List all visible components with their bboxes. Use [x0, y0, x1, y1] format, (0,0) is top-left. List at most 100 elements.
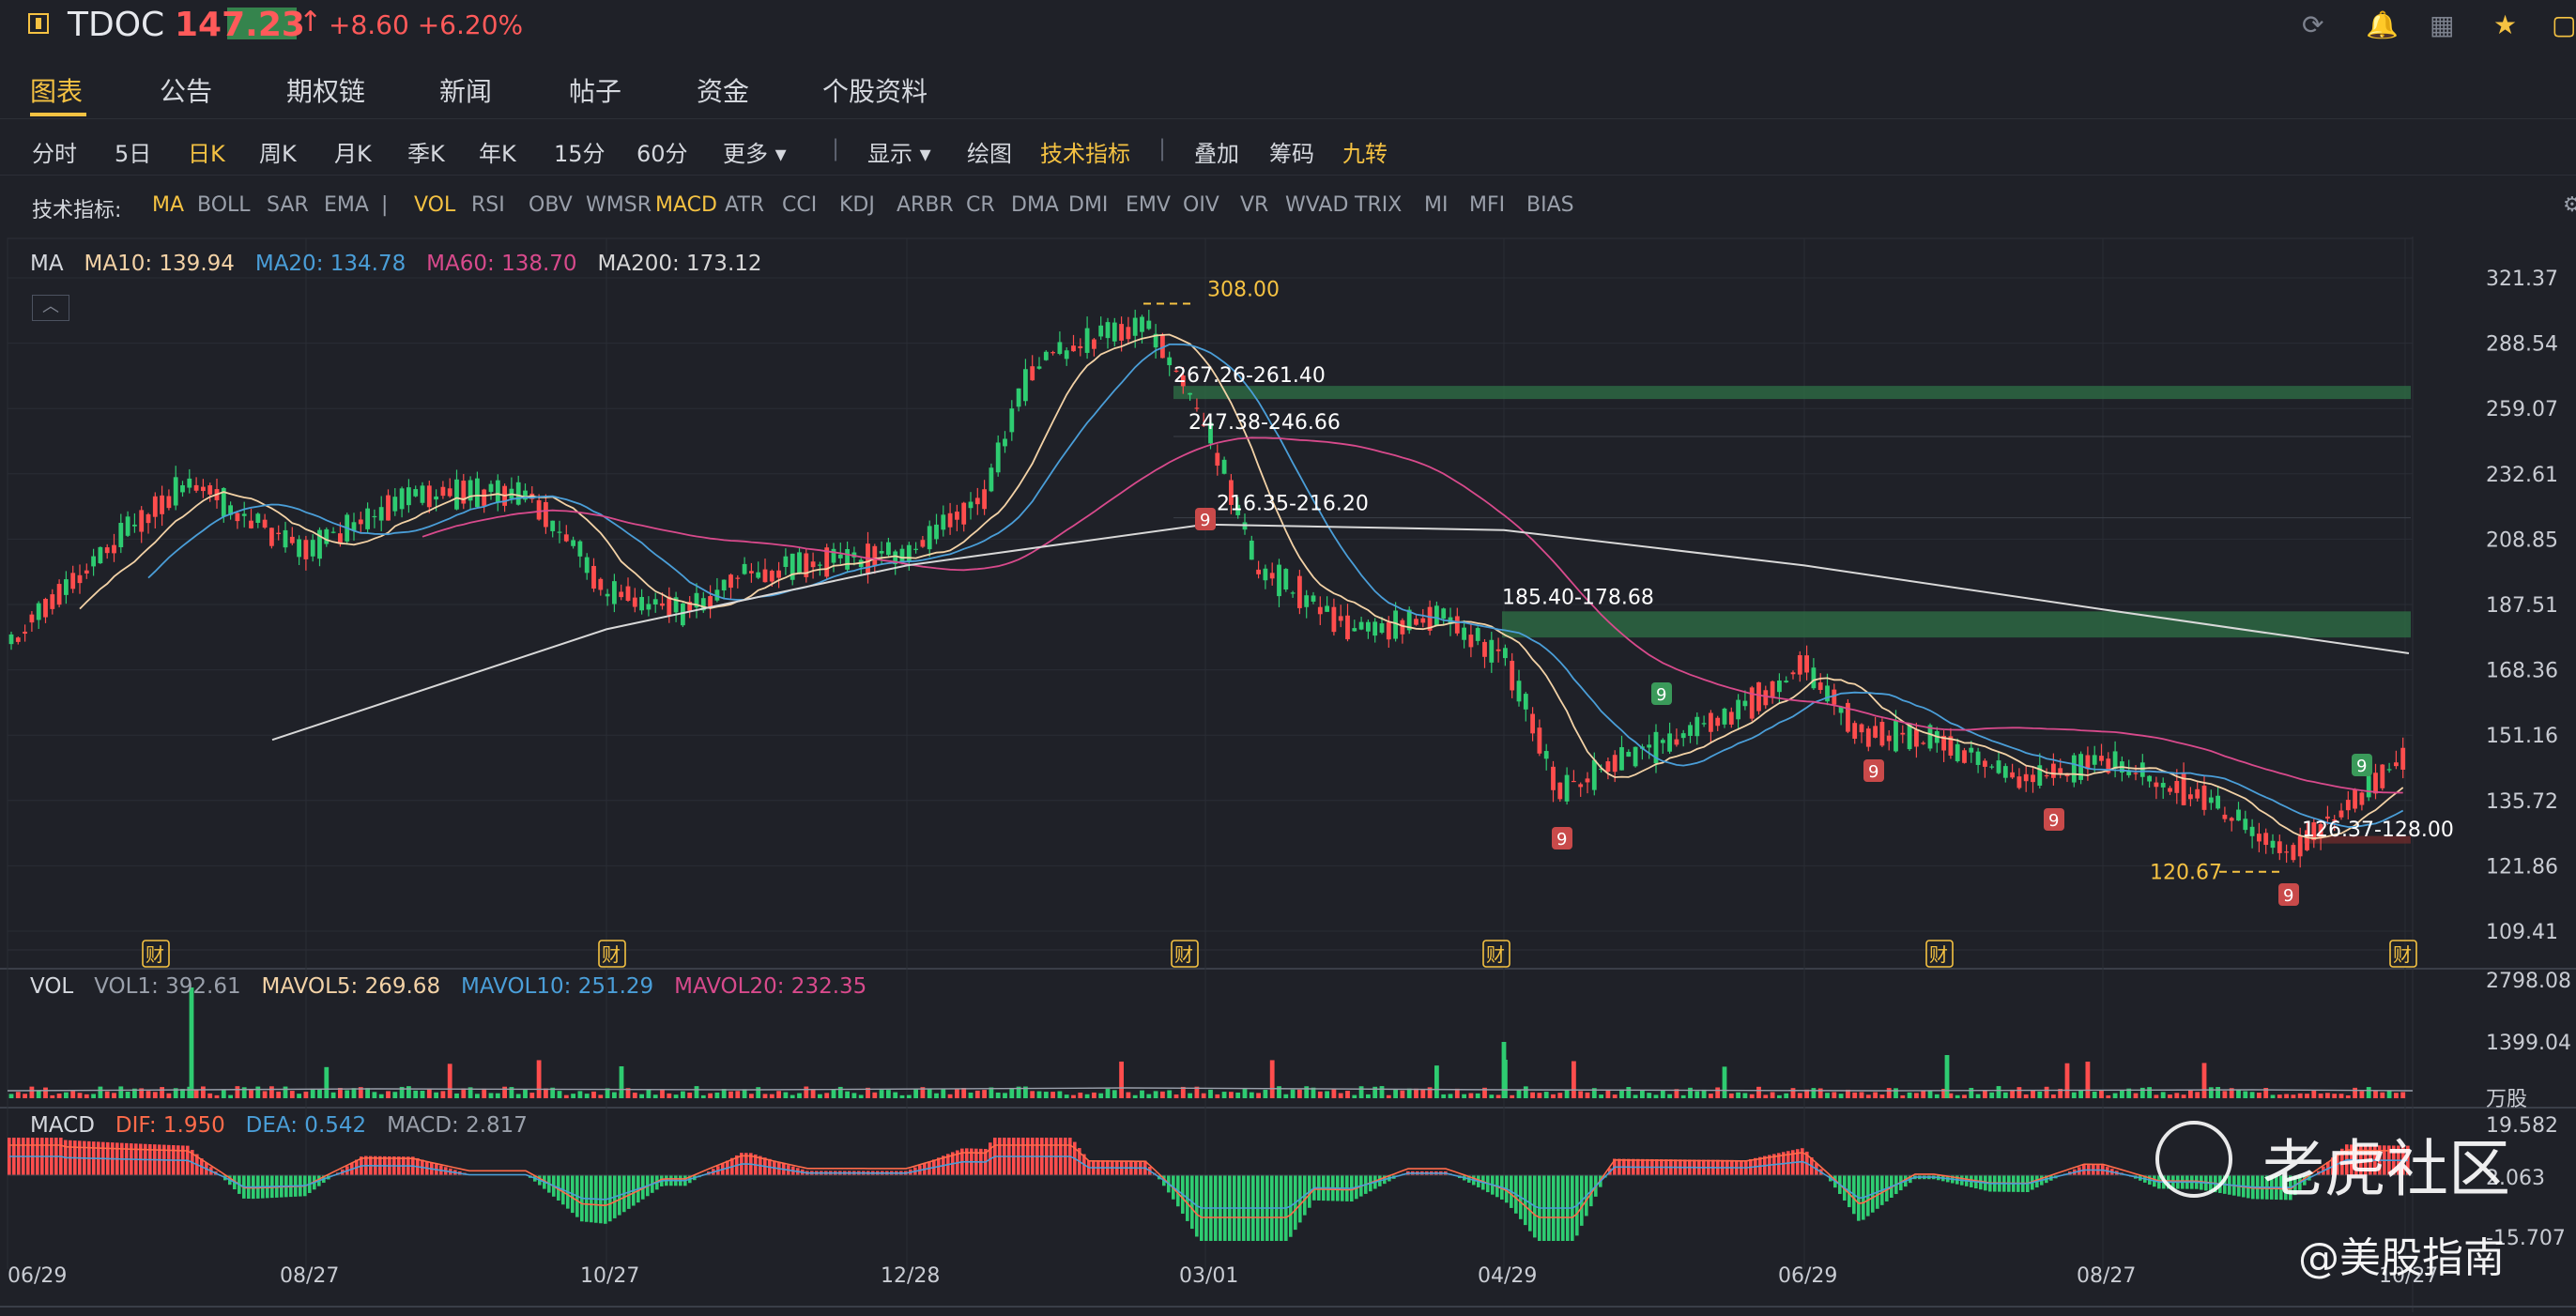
refresh-icon[interactable]: ⟳	[2302, 9, 2323, 40]
volume-bar	[811, 1089, 816, 1098]
volume-bar	[1441, 1094, 1446, 1098]
collapse-chevron-icon[interactable]: ︿	[32, 295, 69, 321]
indicator-dma[interactable]: DMA	[1011, 193, 1059, 217]
volume-bar	[1229, 1092, 1234, 1098]
indicator-trix[interactable]: TRIX	[1355, 193, 1402, 217]
indicator-atr[interactable]: ATR	[725, 193, 764, 217]
bell-icon[interactable]: 🔔	[2366, 9, 2399, 40]
tab-news[interactable]: 新闻	[439, 71, 492, 109]
volume-bar	[297, 1094, 301, 1098]
indicator-cr[interactable]: CR	[966, 193, 995, 217]
overlay-button[interactable]: 叠加	[1194, 135, 1239, 168]
volume-bar	[537, 1060, 542, 1098]
price-tick-label: 288.54	[2486, 333, 2558, 357]
candle-body	[1283, 569, 1288, 589]
td-nine-button[interactable]: 九转	[1342, 135, 1388, 168]
indicator-bias[interactable]: BIAS	[1526, 193, 1574, 217]
tab-announcements[interactable]: 公告	[160, 71, 212, 109]
tab-profile[interactable]: 个股资料	[822, 71, 928, 109]
volume-bar	[1818, 1089, 1823, 1098]
volume-bar	[1098, 1094, 1103, 1098]
indicator-dmi[interactable]: DMI	[1068, 193, 1108, 217]
indicator-obv[interactable]: OBV	[529, 193, 573, 217]
volume-bar	[639, 1094, 644, 1098]
star-icon[interactable]: ★	[2493, 9, 2517, 40]
candle-body	[2195, 789, 2200, 799]
top-bar: TDOC 147.23 ↑ +8.60 +6.20% ⟳ 🔔 ▦ ★ ▢	[0, 0, 2576, 49]
candle-body	[174, 477, 178, 505]
indicator-cci[interactable]: CCI	[782, 193, 817, 217]
volume-bar	[1771, 1092, 1775, 1098]
period-60min[interactable]: 60分	[636, 135, 688, 168]
indicator-wmsr[interactable]: WMSR	[586, 193, 652, 217]
volume-bar	[146, 1091, 151, 1098]
tab-options-chain[interactable]: 期权链	[286, 71, 365, 109]
indicator-oiv[interactable]: OIV	[1183, 193, 1219, 217]
volume-bar	[1517, 1090, 1522, 1098]
indicator-macd[interactable]: MACD	[655, 193, 717, 217]
tab-posts[interactable]: 帖子	[569, 71, 621, 109]
period-monthly[interactable]: 月K	[334, 135, 372, 168]
indicator-arbr[interactable]: ARBR	[897, 193, 954, 217]
period-5day[interactable]: 5日	[115, 135, 151, 168]
candle-body	[365, 509, 370, 529]
indicator-sar[interactable]: SAR	[267, 193, 309, 217]
indicator-vol[interactable]: VOL	[414, 193, 455, 217]
period-15min[interactable]: 15分	[554, 135, 606, 168]
candle-body	[550, 521, 555, 531]
indicator-vr[interactable]: VR	[1240, 193, 1268, 217]
volume-bar	[790, 1095, 795, 1098]
volume-bar	[695, 1086, 699, 1098]
indicator-wvad[interactable]: WVAD	[1285, 193, 1348, 217]
indicator-emv[interactable]: EMV	[1126, 193, 1171, 217]
volume-bar	[681, 1092, 685, 1098]
candle-body	[1825, 685, 1830, 701]
period-yearly[interactable]: 年K	[479, 135, 516, 168]
volume-bar	[421, 1091, 425, 1098]
volume-bar	[886, 1090, 891, 1098]
indicator-kdj[interactable]: KDJ	[839, 193, 875, 217]
candle-body	[284, 530, 288, 547]
indicator-rsi[interactable]: RSI	[471, 193, 505, 217]
gear-icon[interactable]: ⚙	[2563, 193, 2576, 217]
indicators-button[interactable]: 技术指标	[1040, 135, 1130, 168]
volume-bar	[37, 1091, 41, 1098]
period-intraday[interactable]: 分时	[32, 135, 77, 168]
candle-body	[1037, 366, 1042, 368]
tab-chart[interactable]: 图表	[30, 71, 83, 109]
volume-bar	[982, 1090, 987, 1098]
price-annotation-label: 126.37-128.00	[2302, 819, 2454, 842]
volume-bar	[763, 1094, 768, 1098]
indicator-mi[interactable]: MI	[1424, 193, 1448, 217]
volume-bar	[2078, 1091, 2083, 1098]
indicator-boll[interactable]: BOLL	[197, 193, 251, 217]
period-weekly[interactable]: 周K	[259, 135, 297, 168]
candle-body	[1729, 712, 1734, 725]
candle-body	[2010, 773, 2015, 777]
candle-body	[1044, 352, 1049, 360]
period-daily[interactable]: 日K	[188, 135, 225, 168]
volume-bar	[1140, 1091, 1144, 1098]
indicator-ema[interactable]: EMA	[324, 193, 369, 217]
candle-body	[359, 519, 363, 524]
period-quarterly[interactable]: 季K	[407, 135, 445, 168]
period-more-dropdown[interactable]: 更多 ▾	[723, 135, 787, 168]
volume-bar	[1339, 1094, 1343, 1098]
indicator-mfi[interactable]: MFI	[1469, 193, 1505, 217]
volume-bar	[1092, 1093, 1096, 1098]
grid-icon[interactable]: ▦	[2430, 9, 2454, 40]
x-tick-label: 08/27	[2077, 1264, 2136, 1288]
drawing-button[interactable]: 绘图	[967, 135, 1012, 168]
volume-bar	[1058, 1092, 1063, 1098]
indicator-ma[interactable]: MA	[152, 193, 184, 217]
tab-capital[interactable]: 资金	[697, 71, 749, 109]
candle-body	[2168, 788, 2172, 792]
window-icon[interactable]: ▢	[2552, 9, 2576, 40]
display-dropdown[interactable]: 显示 ▾	[867, 135, 931, 168]
chips-button[interactable]: 筹码	[1269, 135, 1314, 168]
candle-body	[441, 487, 446, 496]
volume-bar	[1264, 1090, 1268, 1098]
candle-body	[1133, 318, 1138, 336]
candle-body	[1846, 703, 1850, 732]
volume-bar	[99, 1087, 103, 1098]
